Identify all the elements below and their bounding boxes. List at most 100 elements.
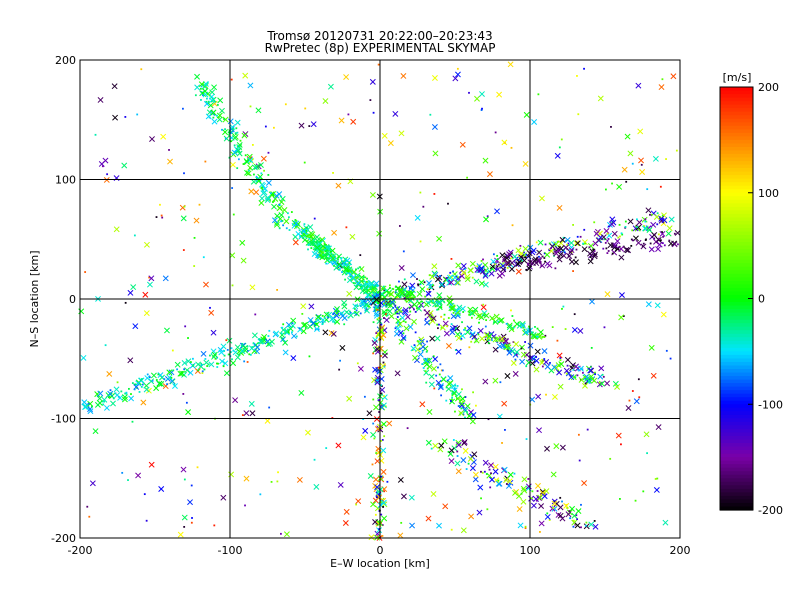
scatter-point — [356, 280, 359, 283]
scatter-point — [169, 378, 176, 385]
scatter-point — [315, 252, 321, 259]
scatter-point — [210, 348, 217, 355]
scatter-point — [260, 187, 263, 189]
scatter-point — [248, 345, 255, 352]
scatter-point — [374, 484, 381, 491]
colorbar-segment — [720, 108, 753, 113]
scatter-point — [258, 338, 265, 345]
scatter-point — [381, 439, 384, 441]
scatter-point — [260, 172, 263, 175]
scatter-point — [378, 317, 380, 320]
scatter-point — [558, 146, 561, 149]
scatter-point — [192, 365, 194, 367]
scatter-point — [418, 279, 425, 286]
scatter-point — [295, 335, 298, 338]
scatter-point — [226, 349, 229, 351]
scatter-point — [580, 526, 582, 529]
scatter-point — [449, 303, 452, 306]
scatter-point — [525, 483, 532, 490]
scatter-point — [211, 351, 218, 358]
scatter-point — [368, 281, 375, 287]
scatter-point — [490, 472, 492, 475]
scatter-point — [402, 320, 405, 323]
colorbar-segment — [720, 224, 753, 229]
scatter-point — [510, 309, 512, 312]
scatter-point — [356, 305, 359, 307]
scatter-point — [398, 225, 401, 227]
scatter-point — [355, 280, 362, 287]
scatter-point — [551, 500, 558, 507]
scatter-point — [587, 367, 594, 374]
scatter-point — [359, 312, 362, 315]
scatter-point — [255, 107, 262, 114]
scatter-point — [503, 477, 510, 484]
scatter-point — [301, 230, 304, 233]
scatter-point — [160, 214, 163, 217]
scatter-point — [323, 311, 330, 318]
scatter-point — [307, 317, 314, 323]
scatter-point — [499, 270, 506, 277]
scatter-point — [575, 508, 582, 515]
scatter-point — [376, 308, 379, 311]
scatter-point — [462, 311, 465, 313]
scatter-point — [140, 385, 143, 388]
scatter-point — [492, 463, 499, 470]
colorbar-segment — [720, 118, 753, 123]
scatter-point — [379, 362, 386, 369]
scatter-point — [621, 233, 624, 236]
scatter-point — [194, 94, 197, 97]
scatter-point — [325, 447, 328, 449]
scatter-point — [381, 288, 384, 290]
scatter-point — [396, 316, 399, 318]
scatter-point — [587, 250, 593, 257]
scatter-point — [665, 158, 667, 160]
scatter-point — [227, 131, 230, 134]
scatter-point — [455, 348, 462, 355]
scatter-point — [568, 240, 575, 246]
scatter-point — [539, 262, 546, 269]
scatter-point — [355, 503, 358, 506]
scatter-point — [454, 460, 461, 467]
scatter-point — [343, 264, 345, 267]
scatter-point — [611, 230, 618, 237]
scatter-point — [450, 323, 453, 326]
scatter-point — [164, 327, 170, 334]
scatter-point — [253, 189, 260, 196]
colorbar-segment — [720, 203, 753, 208]
scatter-point — [102, 157, 109, 164]
scatter-point — [236, 141, 243, 148]
scatter-point — [486, 508, 489, 511]
scatter-point — [267, 340, 274, 347]
scatter-point — [468, 313, 471, 316]
scatter-point — [588, 373, 595, 380]
scatter-point — [162, 275, 169, 282]
scatter-point — [558, 240, 564, 247]
scatter-point — [422, 357, 429, 364]
scatter-point — [398, 338, 405, 345]
colorbar-segment — [720, 143, 753, 148]
colorbar-segment — [720, 94, 753, 99]
colorbar-segment — [720, 376, 753, 381]
scatter-point — [426, 409, 433, 415]
colorbar-segment — [720, 298, 753, 303]
scatter-point — [184, 325, 187, 328]
scatter-point — [276, 288, 279, 291]
scatter-point — [372, 288, 374, 291]
scatter-point — [372, 111, 375, 114]
scatter-point — [417, 283, 419, 286]
scatter-point — [673, 232, 676, 235]
scatter-point — [300, 328, 307, 335]
scatter-point — [316, 256, 319, 259]
scatter-point — [434, 276, 441, 283]
scatter-point — [588, 367, 595, 374]
scatter-point — [661, 78, 664, 81]
scatter-point — [525, 268, 528, 271]
scatter-point — [656, 212, 659, 215]
scatter-point — [417, 284, 420, 287]
colorbar-segment — [720, 129, 753, 134]
scatter-point — [128, 387, 130, 390]
colorbar-segment — [720, 210, 753, 215]
scatter-point — [133, 383, 136, 386]
scatter-point — [618, 245, 625, 252]
scatter-point — [524, 256, 527, 259]
